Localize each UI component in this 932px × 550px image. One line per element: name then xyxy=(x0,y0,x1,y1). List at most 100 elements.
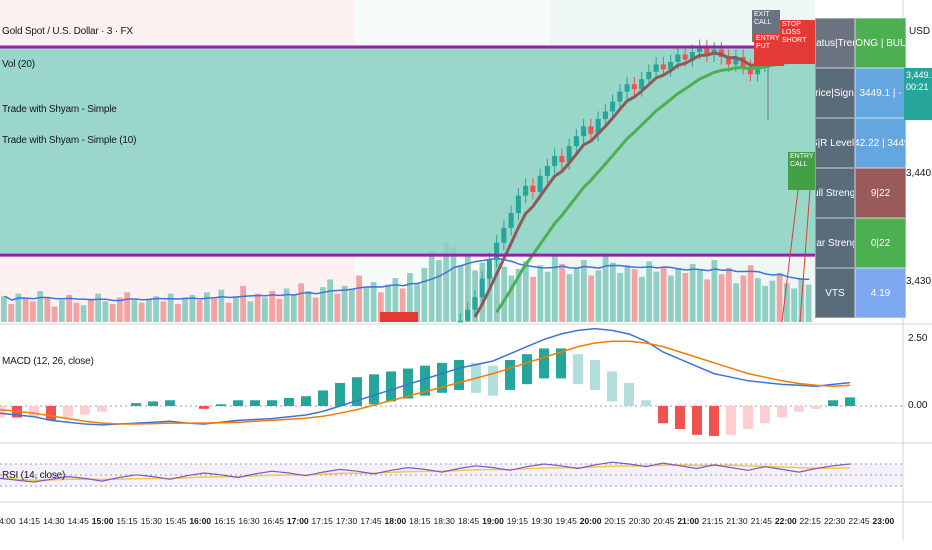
time-tick: 15:00 xyxy=(91,516,114,526)
volume-bar xyxy=(370,282,377,322)
volume-bar xyxy=(465,254,471,322)
volume-bar xyxy=(109,303,116,322)
volume-bar xyxy=(791,288,797,322)
macd-histogram-bar xyxy=(454,359,464,390)
volume-bar xyxy=(247,301,254,322)
volume-bar xyxy=(291,294,297,322)
ema-fast-line xyxy=(473,42,810,318)
volume-bar xyxy=(769,280,776,322)
time-tick: 18:00 xyxy=(384,516,407,526)
last-price-value: 3,449.14 xyxy=(906,70,932,80)
volume-bar xyxy=(196,300,203,322)
time-tick: 15:30 xyxy=(140,516,163,526)
volume-bar xyxy=(450,247,457,322)
ema-slow-line xyxy=(495,52,809,314)
volume-bar xyxy=(392,278,399,322)
macd-histogram-bar xyxy=(573,354,583,385)
macd-histogram-bar xyxy=(539,348,549,379)
macd-histogram-bar xyxy=(63,406,73,418)
volume-bar xyxy=(544,271,551,322)
volume-bar xyxy=(117,297,123,322)
time-tick: 15:15 xyxy=(116,516,138,526)
volume-bar xyxy=(22,298,29,322)
volume-bar xyxy=(1,296,7,322)
macd-histogram-bar xyxy=(437,362,447,393)
macd-histogram-bar xyxy=(641,400,651,406)
symbol-title: Gold Spot / U.S. Dollar · 3 · FX xyxy=(2,26,133,37)
candle-body xyxy=(581,126,587,137)
macd-histogram-bar xyxy=(403,368,413,399)
volume-bar xyxy=(639,276,645,322)
status-row-value: LONG | BULL xyxy=(855,18,906,68)
status-row-label: Bull Strength xyxy=(815,168,855,218)
candle-body xyxy=(465,309,471,321)
volume-bar xyxy=(233,296,239,322)
volume-bar xyxy=(508,275,515,322)
candle-body xyxy=(501,227,507,243)
candle-body xyxy=(602,111,608,119)
candle-body xyxy=(682,54,688,60)
macd-histogram-bar xyxy=(318,390,328,406)
volume-bar xyxy=(740,275,747,322)
price-tick-3430: 3,430.00 xyxy=(906,276,932,287)
status-row-label: Price|Signal xyxy=(815,68,855,118)
macd-histogram-bar xyxy=(250,400,260,406)
candle-body xyxy=(726,56,732,65)
volume-bar xyxy=(530,276,536,322)
macd-histogram-bar xyxy=(675,406,685,430)
rsi-ma-line xyxy=(0,464,851,481)
volume-bar xyxy=(363,287,370,322)
macd-histogram-bar xyxy=(199,406,209,409)
volume-bar xyxy=(37,291,43,322)
time-tick: 19:45 xyxy=(555,516,577,526)
trade-zone xyxy=(0,47,815,256)
macd-histogram-bar xyxy=(777,406,787,418)
time-tick: 16:00 xyxy=(189,516,212,526)
macd-histogram-bar xyxy=(556,348,566,379)
macd-histogram-bar xyxy=(624,382,634,406)
time-tick: 21:30 xyxy=(726,516,748,526)
candle-body xyxy=(479,278,485,298)
volume-bar xyxy=(298,283,304,322)
macd-histogram-bar xyxy=(352,377,362,406)
candle-body xyxy=(457,320,463,323)
status-row-value: 0|22 xyxy=(855,218,906,268)
volume-bar xyxy=(602,253,609,322)
volume-bar xyxy=(573,267,580,322)
volume-bar xyxy=(399,288,406,322)
time-tick: 19:15 xyxy=(506,516,529,526)
macd-histogram-bar xyxy=(301,396,311,406)
macd-title: MACD (12, 26, close) xyxy=(2,356,94,367)
macd-line xyxy=(0,327,851,426)
candle-body xyxy=(559,156,565,163)
bear-marker xyxy=(380,312,418,322)
time-tick: 21:15 xyxy=(701,516,724,526)
volume-bar xyxy=(436,260,442,322)
volume-bar xyxy=(428,251,435,322)
candle-body xyxy=(747,66,753,75)
indicator-simple-label: Trade with Shyam - Simple xyxy=(2,104,117,115)
time-tick: 22:45 xyxy=(848,516,870,526)
time-tick: 17:30 xyxy=(335,516,358,526)
macd-histogram-bar xyxy=(216,404,226,406)
volume-bar xyxy=(305,291,312,322)
time-tick: 22:15 xyxy=(799,516,821,526)
macd-histogram-bar xyxy=(658,406,668,424)
volume-bar xyxy=(414,283,420,322)
volume-bar xyxy=(80,305,87,322)
candles xyxy=(457,28,811,323)
volume-bar xyxy=(59,300,65,322)
time-tick: 21:45 xyxy=(750,516,773,526)
candle-body xyxy=(733,56,739,65)
candle-body xyxy=(639,79,645,90)
status-row-value: 9|22 xyxy=(855,168,906,218)
volume-bar xyxy=(240,285,246,322)
volume-bar xyxy=(341,285,348,322)
volume-bar xyxy=(718,274,725,322)
volume-bar xyxy=(559,263,565,322)
last-price-countdown: 00:21 xyxy=(906,82,929,92)
macd-histogram-bar xyxy=(267,400,277,406)
time-tick: 22:00 xyxy=(774,516,797,526)
candle-body xyxy=(697,47,703,53)
macd-histogram-bar xyxy=(828,400,838,406)
